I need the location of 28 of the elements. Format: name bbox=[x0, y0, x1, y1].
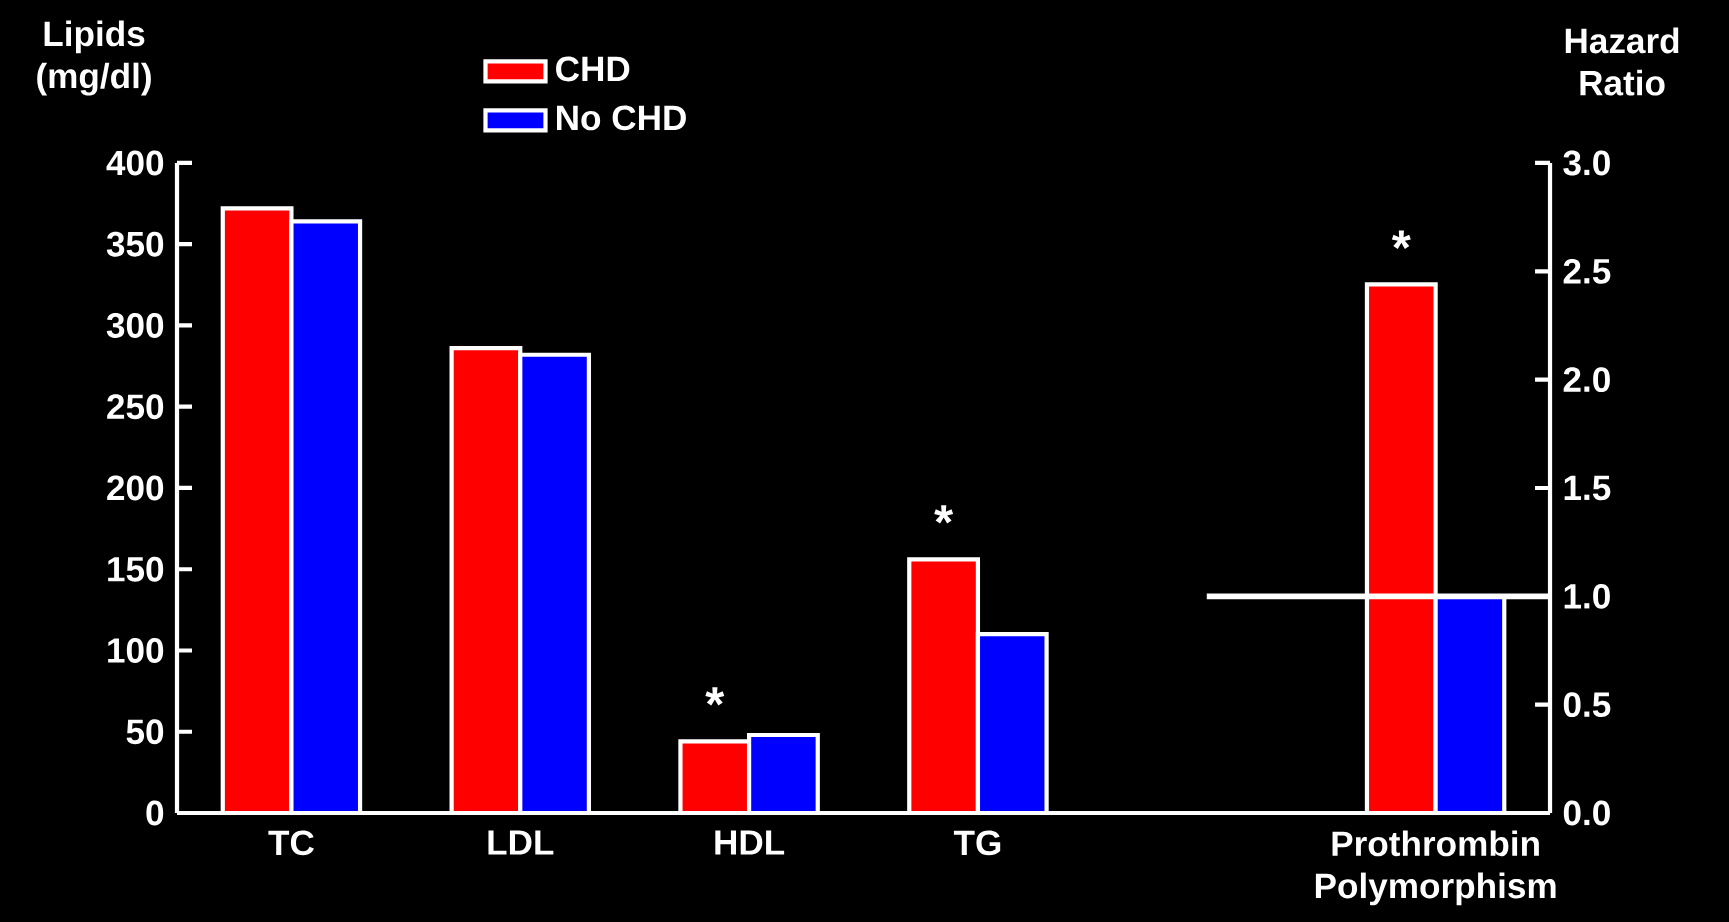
x-tick-label: HDL bbox=[715, 830, 785, 855]
y-tick-label: 400 bbox=[106, 150, 164, 176]
y-tick-label: 300 bbox=[106, 313, 164, 338]
y2-tick-label: 0.5 bbox=[1563, 692, 1611, 718]
y2-tick-label: 2.5 bbox=[1563, 258, 1611, 284]
annotation: * bbox=[1391, 230, 1411, 249]
annotation: * bbox=[934, 505, 954, 524]
y-tick-label: 50 bbox=[126, 719, 164, 745]
y-tick-label: 0 bbox=[146, 800, 164, 826]
x-tick-label: Prothrombin Polymorphism bbox=[1315, 830, 1556, 906]
legend-label: No CHD bbox=[557, 105, 686, 131]
y-tick-label: 250 bbox=[107, 394, 164, 420]
y-tick-label: 100 bbox=[108, 638, 164, 663]
y2-axis-title: Hazard Ratio bbox=[1565, 27, 1679, 96]
y2-tick-label: 1.0 bbox=[1564, 583, 1610, 609]
y2-tick-label: 0.0 bbox=[1563, 800, 1610, 826]
y2-tick-label: 2.0 bbox=[1563, 367, 1610, 393]
x-tick-label: TC bbox=[268, 830, 314, 856]
y2-tick-label: 1.5 bbox=[1564, 475, 1611, 501]
y-tick-label: 150 bbox=[108, 556, 164, 582]
y-tick-label: 200 bbox=[107, 475, 164, 501]
y2-tick-label: 3.0 bbox=[1563, 150, 1610, 176]
legend-label: CHD bbox=[556, 56, 630, 82]
x-tick-label: TG bbox=[953, 830, 1001, 856]
x-tick-label: LDL bbox=[488, 830, 554, 855]
y-axis-title: Lipids (mg/dl) bbox=[37, 20, 151, 96]
y-tick-label: 350 bbox=[106, 231, 164, 257]
annotation: * bbox=[705, 687, 725, 706]
